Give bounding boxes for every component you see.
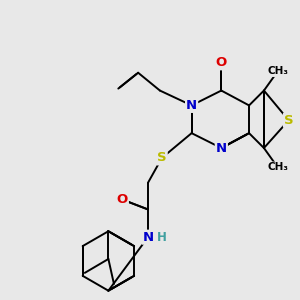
Text: O: O: [117, 193, 128, 206]
Text: N: N: [142, 231, 154, 244]
Text: N: N: [186, 99, 197, 112]
Text: N: N: [216, 142, 227, 154]
Text: O: O: [216, 56, 227, 69]
Text: S: S: [284, 114, 293, 127]
Text: S: S: [157, 152, 167, 164]
Text: CH₃: CH₃: [267, 162, 288, 172]
Text: H: H: [157, 231, 167, 244]
Text: CH₃: CH₃: [267, 66, 288, 76]
